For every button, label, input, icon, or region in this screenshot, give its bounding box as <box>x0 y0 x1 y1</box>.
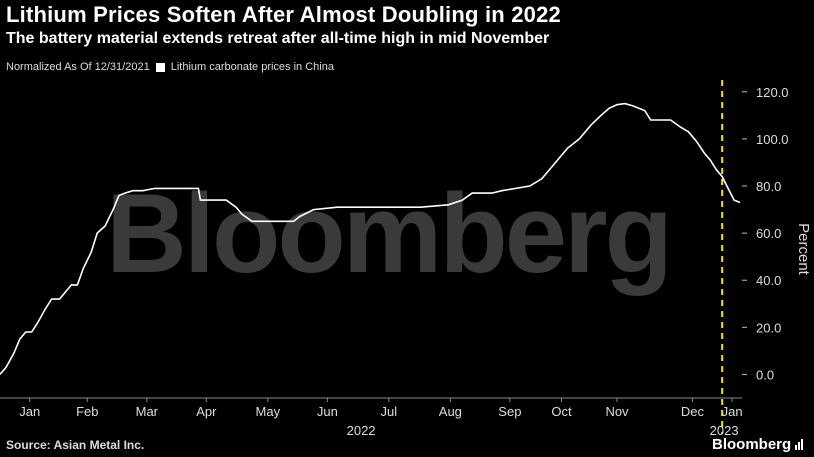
normalization-note: Normalized As Of 12/31/2021 <box>6 61 150 73</box>
x-tick-label: Feb <box>76 404 98 419</box>
legend-series-label: Lithium carbonate prices in China <box>170 61 334 73</box>
x-tick-label: Sep <box>498 404 521 419</box>
series-line-lithium-carbonate <box>0 102 741 375</box>
y-tick-label: 80.0 <box>756 179 781 194</box>
bloomberg-logo: Bloomberg <box>712 436 804 453</box>
chart-subtitle: The battery material extends retreat aft… <box>6 30 550 47</box>
x-tick-label: Nov <box>605 404 629 419</box>
x-tick-label: Mar <box>136 404 159 419</box>
y-axis-label: Percent <box>795 223 812 276</box>
x-year-label: 2023 <box>710 423 739 438</box>
x-tick-label: Jan <box>722 404 743 419</box>
y-tick-label: 100.0 <box>756 132 789 147</box>
x-tick-label: Apr <box>196 404 217 419</box>
source-note: Source: Asian Metal Inc. <box>6 438 145 452</box>
brand-name: Bloomberg <box>712 436 792 453</box>
x-tick-label: Dec <box>681 404 705 419</box>
legend-swatch <box>155 62 165 72</box>
x-tick-label: Jan <box>19 404 40 419</box>
watermark-text: Bloomberg <box>106 171 670 296</box>
y-tick-label: 40.0 <box>756 273 781 288</box>
bar-chart-icon <box>795 439 804 450</box>
y-tick-label: 120.0 <box>756 85 789 100</box>
x-year-label: 2022 <box>347 423 376 438</box>
x-tick-label: May <box>256 404 281 419</box>
x-tick-label: Jul <box>381 404 398 419</box>
x-tick-label: Jun <box>317 404 338 419</box>
y-tick-label: 0.0 <box>756 367 774 382</box>
y-tick-label: 60.0 <box>756 226 781 241</box>
x-tick-label: Oct <box>551 404 572 419</box>
chart-title: Lithium Prices Soften After Almost Doubl… <box>6 2 561 27</box>
x-tick-label: Aug <box>439 404 462 419</box>
legend: Normalized As Of 12/31/2021 Lithium carb… <box>6 61 334 73</box>
y-tick-label: 20.0 <box>756 320 781 335</box>
